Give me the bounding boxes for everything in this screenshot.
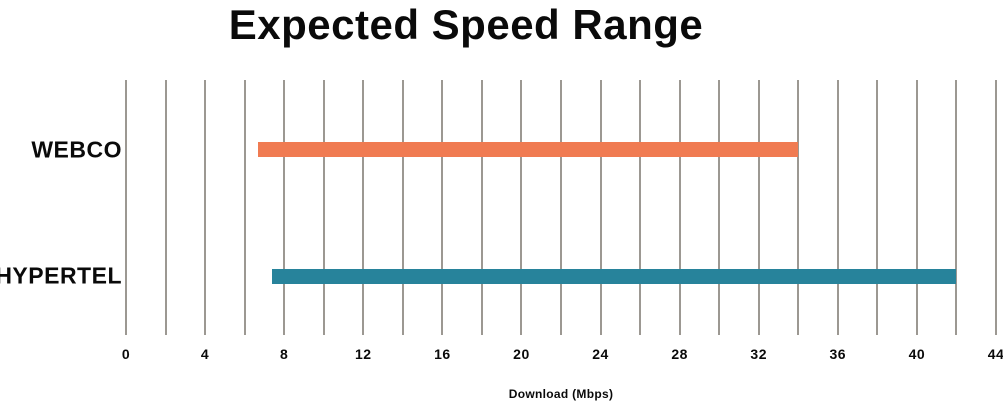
gridline bbox=[955, 80, 958, 335]
category-label-webco: WEBCO bbox=[31, 136, 122, 162]
gridline bbox=[757, 80, 760, 335]
x-tick-label: 24 bbox=[592, 346, 609, 362]
gridline bbox=[520, 80, 523, 335]
gridline bbox=[639, 80, 642, 335]
gridline bbox=[125, 80, 127, 335]
x-tick-label: 20 bbox=[513, 346, 530, 362]
chart-title: Expected Speed Range bbox=[228, 1, 704, 48]
x-tick-label: 44 bbox=[987, 346, 1003, 362]
x-tick-label: 32 bbox=[750, 346, 768, 362]
x-tick-label: 4 bbox=[200, 346, 210, 362]
gridline bbox=[797, 80, 800, 335]
x-tick-label: 8 bbox=[280, 346, 289, 362]
gridline bbox=[599, 80, 602, 335]
x-tick-label: 0 bbox=[121, 346, 131, 362]
gridline bbox=[322, 80, 325, 335]
gridline bbox=[678, 80, 681, 335]
x-tick-label: 28 bbox=[671, 346, 688, 362]
x-tick-label: 36 bbox=[829, 346, 847, 362]
gridline bbox=[362, 80, 365, 335]
range-bar-webco bbox=[258, 142, 799, 157]
gridline bbox=[915, 80, 918, 335]
category-label-hypertel: HYPERTEL bbox=[0, 262, 122, 289]
gridline bbox=[401, 80, 404, 335]
gridline bbox=[441, 80, 444, 335]
x-axis-label: Download (Mbps) bbox=[508, 387, 614, 401]
gridline bbox=[995, 80, 997, 335]
gridline bbox=[480, 80, 483, 335]
gridline bbox=[243, 80, 246, 335]
gridline bbox=[204, 80, 207, 335]
gridline bbox=[876, 80, 879, 335]
x-tick-label: 12 bbox=[354, 346, 372, 362]
plot-area bbox=[125, 80, 997, 335]
gridline bbox=[718, 80, 721, 335]
gridline bbox=[283, 80, 286, 335]
x-tick-label: 16 bbox=[434, 346, 451, 362]
gridline bbox=[836, 80, 839, 335]
range-bar-hypertel bbox=[272, 268, 957, 284]
gridline bbox=[560, 80, 562, 335]
gridline bbox=[164, 80, 167, 335]
x-tick-label: 40 bbox=[908, 346, 926, 362]
